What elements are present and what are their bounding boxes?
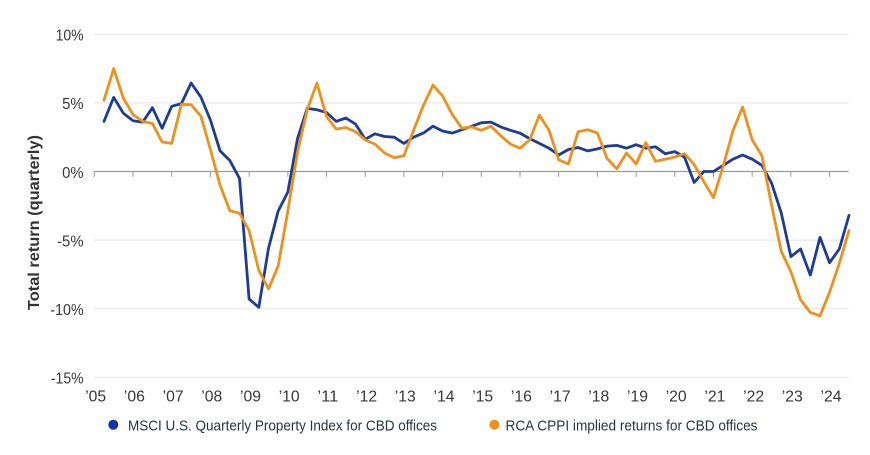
svg-text:’24: ’24 [821,388,842,405]
svg-text:’12: ’12 [356,388,377,405]
svg-text:10%: 10% [56,28,84,45]
svg-text:’15: ’15 [472,388,493,405]
svg-text:’07: ’07 [163,388,184,405]
svg-text:’16: ’16 [511,388,532,405]
svg-text:’09: ’09 [240,388,261,405]
svg-text:0%: 0% [62,165,84,182]
svg-text:’20: ’20 [666,388,687,405]
svg-text:’19: ’19 [627,388,648,405]
svg-text:’11: ’11 [317,388,338,405]
svg-text:’14: ’14 [434,388,455,405]
svg-text:5%: 5% [62,96,84,113]
svg-text:’05: ’05 [85,388,106,405]
svg-text:RCA CPPI implied returns for C: RCA CPPI implied returns for CBD offices [506,418,758,435]
svg-text:-15%: -15% [51,371,84,388]
svg-text:-10%: -10% [50,302,83,319]
svg-text:’23: ’23 [782,388,803,405]
svg-text:’18: ’18 [588,388,609,405]
svg-text:Total return (quarterly): Total return (quarterly) [26,135,43,310]
svg-text:’21: ’21 [704,388,725,405]
svg-text:-5%: -5% [57,233,84,250]
svg-text:’10: ’10 [279,388,300,405]
svg-text:’22: ’22 [743,388,764,405]
svg-text:’06: ’06 [124,388,145,405]
svg-text:’13: ’13 [395,388,416,405]
svg-text:MSCI U.S. Quarterly Property I: MSCI U.S. Quarterly Property Index for C… [128,418,437,435]
svg-text:’08: ’08 [201,388,222,405]
svg-text:’17: ’17 [550,388,571,405]
